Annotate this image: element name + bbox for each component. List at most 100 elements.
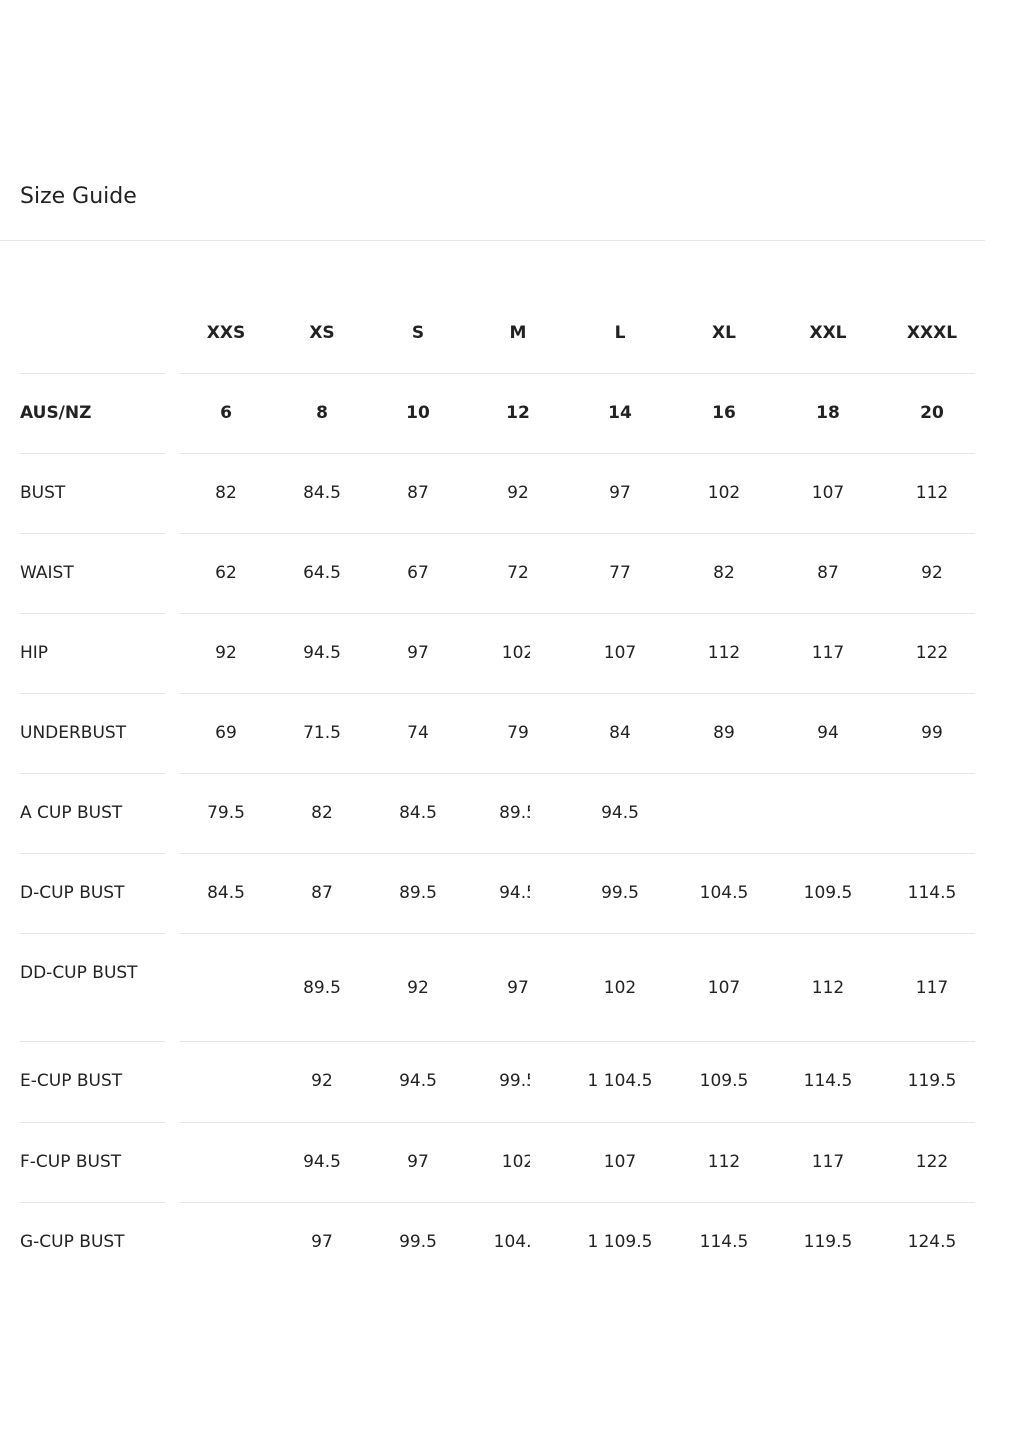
cell: 102	[501, 643, 535, 663]
cell: 107	[603, 1152, 637, 1172]
cell: 84.5	[399, 803, 437, 823]
cell: 97	[407, 1152, 429, 1172]
cell: 64.5	[303, 563, 341, 583]
cell: 89	[713, 723, 735, 743]
row-divider	[180, 773, 975, 774]
row-divider	[20, 693, 165, 694]
row-divider	[20, 373, 165, 374]
column-header: S	[411, 323, 425, 343]
cell: 99.5	[499, 1071, 537, 1091]
row-divider	[20, 533, 165, 534]
cell: 99.5	[399, 1232, 437, 1252]
cell: 92	[507, 483, 529, 503]
cell: 99	[921, 723, 943, 743]
cell: 112	[811, 978, 845, 998]
row-divider	[180, 453, 975, 454]
cell: 79	[507, 723, 529, 743]
cell: 112	[707, 643, 741, 663]
column-header: XXXL	[906, 323, 958, 343]
cell: 1 104.5	[587, 1071, 653, 1091]
cell: 84	[609, 723, 631, 743]
cell: 79.5	[207, 803, 245, 823]
cell: 82	[311, 803, 333, 823]
cell: 92	[311, 1071, 333, 1091]
cell: 77	[609, 563, 631, 583]
row-divider	[180, 1122, 975, 1123]
row-label: AUS/NZ	[20, 403, 92, 423]
cell: 71.5	[303, 723, 341, 743]
column-header: XL	[712, 323, 736, 343]
column-header: XS	[309, 323, 335, 343]
row-divider	[20, 1122, 165, 1123]
column-header: M	[509, 323, 527, 343]
row-divider	[180, 613, 975, 614]
cell: 89.5	[499, 803, 537, 823]
cell: 10	[406, 403, 430, 423]
cell: 69	[215, 723, 237, 743]
cell: 84.5	[207, 883, 245, 903]
cell: 102	[501, 1152, 535, 1172]
cell: 99.5	[601, 883, 639, 903]
cell: 87	[817, 563, 839, 583]
cell: 94.5	[499, 883, 537, 903]
row-divider	[180, 933, 975, 934]
row-divider	[20, 1041, 165, 1042]
cell: 122	[915, 1152, 949, 1172]
cell: 109.5	[803, 883, 853, 903]
cell: 107	[603, 643, 637, 663]
cell: 104.5	[699, 883, 749, 903]
cell: 74	[407, 723, 429, 743]
row-divider	[20, 773, 165, 774]
row-divider	[180, 1202, 975, 1203]
cell: 92	[215, 643, 237, 663]
row-label: E-CUP BUST	[20, 1071, 123, 1091]
cell: 109.5	[699, 1071, 749, 1091]
cell: 107	[707, 978, 741, 998]
row-divider	[180, 533, 975, 534]
cell: 117	[811, 643, 845, 663]
row-divider	[180, 1041, 975, 1042]
cell: 112	[707, 1152, 741, 1172]
cell: 117	[811, 1152, 845, 1172]
cell: 104.5	[493, 1232, 543, 1252]
cell: 107	[811, 483, 845, 503]
cell: 14	[608, 403, 632, 423]
cell: 6	[220, 403, 232, 423]
cell: 112	[915, 483, 949, 503]
cell: 97	[311, 1232, 333, 1252]
cell: 92	[921, 563, 943, 583]
row-label: DD-CUP BUST	[20, 963, 138, 983]
row-label: UNDERBUST	[20, 723, 127, 743]
row-divider	[20, 613, 165, 614]
cell: 124.5	[907, 1232, 957, 1252]
row-divider	[180, 693, 975, 694]
column-header: L	[614, 323, 626, 343]
cell: 114.5	[907, 883, 957, 903]
cell: 12	[506, 403, 530, 423]
page-title: Size Guide	[20, 184, 137, 209]
cell: 20	[920, 403, 944, 423]
cell: 82	[215, 483, 237, 503]
cell: 87	[311, 883, 333, 903]
row-label: HIP	[20, 643, 49, 663]
cell: 114.5	[803, 1071, 853, 1091]
cell: 87	[407, 483, 429, 503]
cell: 117	[915, 978, 949, 998]
cell: 119.5	[803, 1232, 853, 1252]
cell: 8	[316, 403, 328, 423]
cell: 89.5	[399, 883, 437, 903]
cell: 94.5	[601, 803, 639, 823]
cell: 1 109.5	[587, 1232, 653, 1252]
cell: 122	[915, 643, 949, 663]
cell: 97	[407, 643, 429, 663]
cell: 102	[707, 483, 741, 503]
divider	[0, 240, 985, 241]
cell: 92	[407, 978, 429, 998]
row-label: A CUP BUST	[20, 803, 123, 823]
row-divider	[20, 453, 165, 454]
cell: 89.5	[303, 978, 341, 998]
row-label: F-CUP BUST	[20, 1152, 122, 1172]
row-label: WAIST	[20, 563, 74, 583]
cell: 82	[713, 563, 735, 583]
